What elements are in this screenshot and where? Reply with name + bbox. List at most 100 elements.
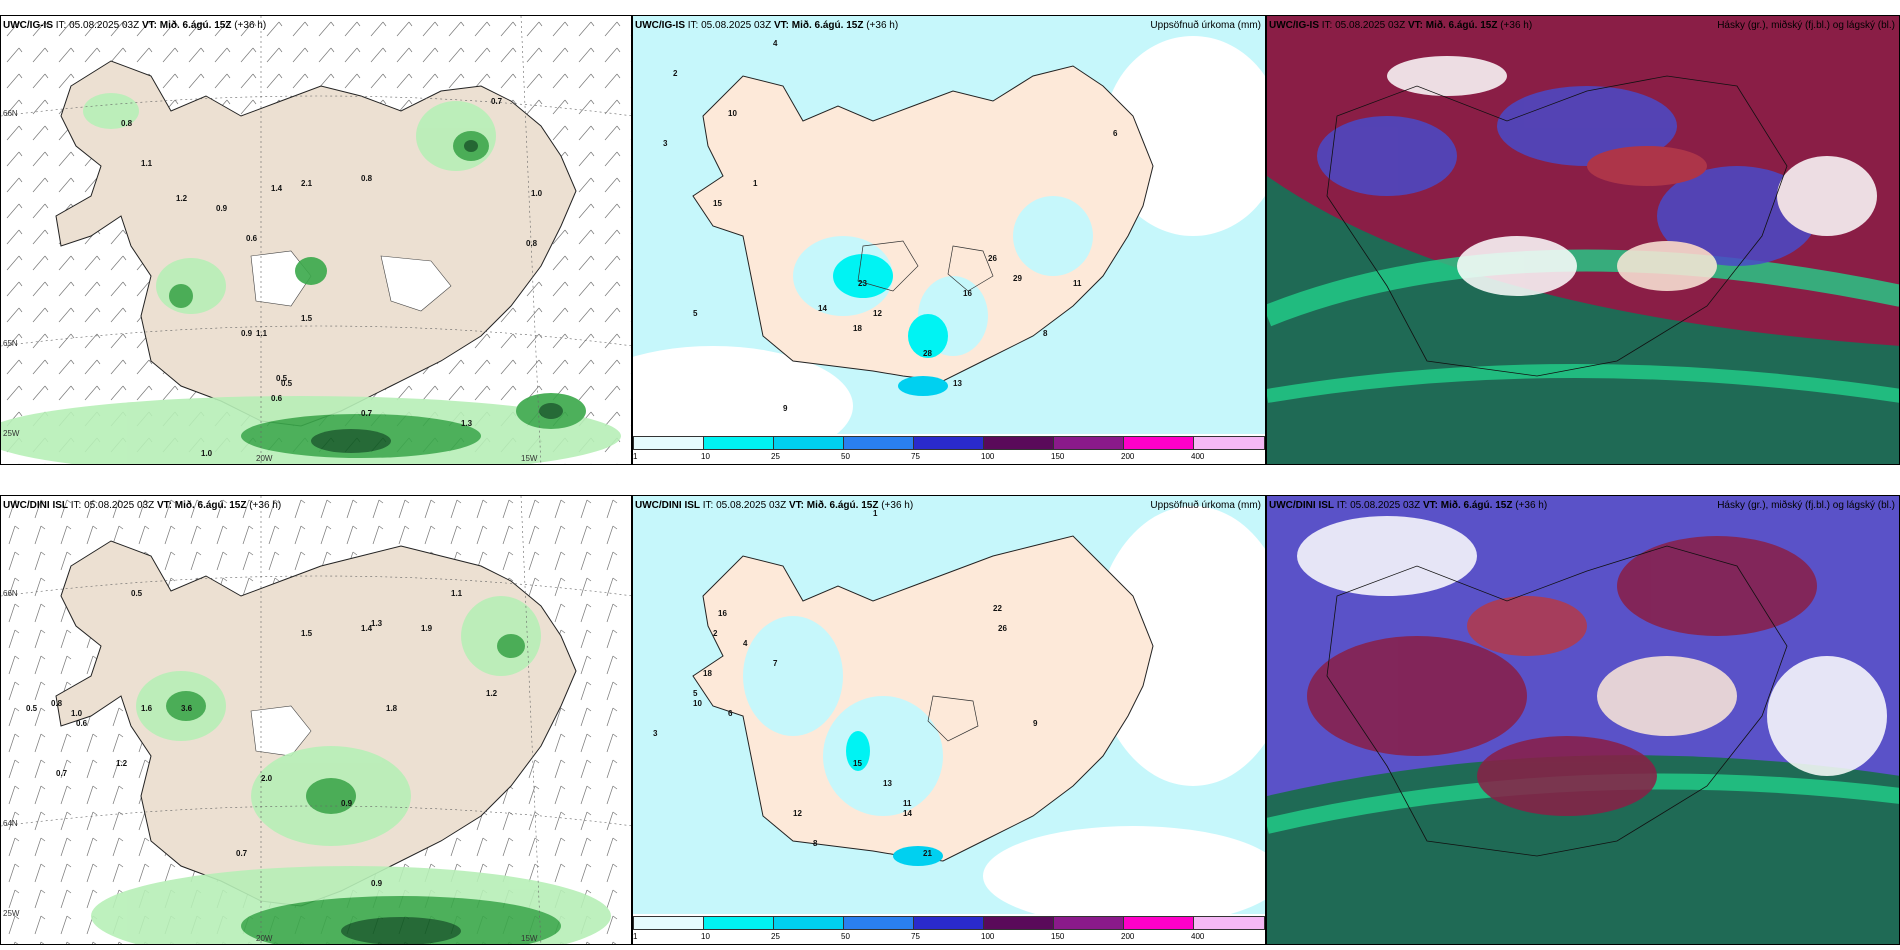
- accum-label: 26: [988, 254, 997, 263]
- accum-map: 1 2 3 4 5 6 7 8 10 11 12 13 14 15 16 18 …: [633, 496, 1265, 916]
- wind-map: 1.0 0.8 0.6 1.1 0.9 1.2 0.5 0.7 1.5 0.8 …: [1, 16, 631, 464]
- wind-panel-row2: UWC/DINI ISL IT: 05.08.2025 03Z VT: Mið.…: [0, 495, 632, 945]
- colorbar-tick: 10: [701, 452, 710, 461]
- precip-label: 1.4: [271, 184, 283, 193]
- lat-label: 64N: [3, 819, 18, 828]
- accum-panel-row1: UWC/IG-IS IT: 05.08.2025 03Z VT: Mið. 6.…: [632, 15, 1266, 465]
- accum-label: 22: [993, 604, 1002, 613]
- precip-label: 0.6: [246, 234, 258, 243]
- colorbar-tick: 75: [911, 932, 920, 941]
- precip-label: 1.3: [461, 419, 473, 428]
- precip-label: 1.1: [451, 589, 463, 598]
- colorbar-segment: [633, 436, 704, 450]
- colorbar-segment: [703, 436, 774, 450]
- lon-label: 15W: [521, 934, 538, 943]
- precip-label: 1.0: [531, 189, 543, 198]
- lon-label: 20W: [256, 454, 273, 463]
- precip-label: 1.1: [141, 159, 153, 168]
- precip-label: 0.5: [26, 704, 38, 713]
- panel-title: UWC/DINI ISL IT: 05.08.2025 03Z VT: Mið.…: [635, 500, 914, 511]
- accum-label: 3: [663, 139, 668, 148]
- colorbar-tick: 1: [633, 932, 638, 941]
- colorbar-segment: [843, 436, 914, 450]
- precip-labels: 0.5 0.8 0.7 1.0 1.2 0.6 0.9 1.5 1.9 2.0 …: [26, 589, 498, 888]
- precip-label: 1.2: [116, 759, 128, 768]
- precip-label: 0.6: [76, 719, 88, 728]
- gridlines: [1, 16, 631, 464]
- precip-label: 1.5: [301, 314, 313, 323]
- accum-label: 18: [853, 324, 862, 333]
- glacier: [380, 255, 452, 312]
- colorbar-tick: 200: [1121, 452, 1135, 461]
- wind-map: 0.5 0.8 0.7 1.0 1.2 0.6 0.9 1.5 1.9 2.0 …: [1, 496, 631, 944]
- precip-label: 1.8: [386, 704, 398, 713]
- precip-label: 1.2: [486, 689, 498, 698]
- colorbar-segment: [983, 916, 1054, 930]
- iceland-landmass: [692, 535, 1154, 862]
- colorbar-segment: [773, 436, 844, 450]
- precip-label: 0.5: [276, 374, 288, 383]
- precip-label: 1.9: [421, 624, 433, 633]
- glacier-outline: [927, 695, 979, 742]
- accum-label: 11: [1073, 279, 1082, 288]
- accum-panel-row2: UWC/DINI ISL IT: 05.08.2025 03Z VT: Mið.…: [632, 495, 1266, 945]
- precip-label: 0.8: [121, 119, 133, 128]
- colorbar-segment: [983, 436, 1054, 450]
- colorbar-tick: 25: [771, 932, 780, 941]
- panel-subtitle: Hásky (gr.), miðský (fj.bl.) og lágský (…: [1717, 500, 1895, 511]
- colorbar-tick: 400: [1191, 932, 1205, 941]
- accum-label: 15: [853, 759, 862, 768]
- accum-label: 14: [818, 304, 827, 313]
- lon-label: 25W: [3, 429, 20, 438]
- gridlines: [1, 496, 631, 944]
- accum-label: 12: [873, 309, 882, 318]
- precip-label: 0.7: [361, 409, 373, 418]
- lon-label: 20W: [256, 934, 273, 943]
- accum-label: 16: [718, 609, 727, 618]
- precip-label: 0.8: [526, 239, 538, 248]
- precip-label: 3.6: [181, 704, 193, 713]
- colorbar-segment: [1123, 916, 1194, 930]
- colorbar-segment: [1053, 916, 1124, 930]
- panel-title: UWC/IG-IS IT: 05.08.2025 03Z VT: Mið. 6.…: [1269, 20, 1533, 31]
- precip-label: 0.9: [216, 204, 228, 213]
- panel-title: UWC/DINI ISL IT: 05.08.2025 03Z VT: Mið.…: [3, 500, 282, 511]
- colorbar-tick: 50: [841, 932, 850, 941]
- precip-label: 0.6: [271, 394, 283, 403]
- precip-label: 1.1: [256, 329, 268, 338]
- colorbar-segment: [843, 916, 914, 930]
- precip-field: [91, 596, 611, 944]
- colorbar-tick: 50: [841, 452, 850, 461]
- cloud-field: [1317, 56, 1877, 296]
- colorbar-tick: 100: [981, 932, 995, 941]
- precip-label: 2.0: [261, 774, 273, 783]
- glacier: [250, 250, 312, 307]
- glacier: [250, 705, 312, 757]
- colorbar-segment: [633, 916, 704, 930]
- accum-label: 29: [1013, 274, 1022, 283]
- accum-label: 23: [858, 279, 867, 288]
- accum-field: [793, 196, 1093, 396]
- cloud-panel-row1: UWC/IG-IS IT: 05.08.2025 03Z VT: Mið. 6.…: [1266, 15, 1900, 465]
- precip-label: 0.9: [371, 879, 383, 888]
- accum-label: 8: [1043, 329, 1048, 338]
- accum-label: 26: [998, 624, 1007, 633]
- precip-label: 0.7: [56, 769, 68, 778]
- lat-label: 65N: [3, 339, 18, 348]
- panel-title: UWC/DINI ISL IT: 05.08.2025 03Z VT: Mið.…: [1269, 500, 1548, 511]
- colorbar-tick: 25: [771, 452, 780, 461]
- cloud-map: [1267, 496, 1899, 944]
- accum-label: 6: [728, 709, 733, 718]
- colorbar-segment: [1193, 916, 1265, 930]
- lon-label: 25W: [3, 909, 20, 918]
- accum-label: 28: [923, 349, 932, 358]
- colorbar-segment: [703, 916, 774, 930]
- precip-label: 1.0: [201, 449, 213, 458]
- precip-label: 0.8: [51, 699, 63, 708]
- accum-label: 14: [903, 809, 912, 818]
- colorbar-segment: [913, 436, 984, 450]
- accum-label: 12: [793, 809, 802, 818]
- colorbar: 1 10 25 50 75 100 150 200 400: [633, 914, 1265, 944]
- lat-label: 66N: [3, 109, 18, 118]
- accum-label: 5: [693, 309, 698, 318]
